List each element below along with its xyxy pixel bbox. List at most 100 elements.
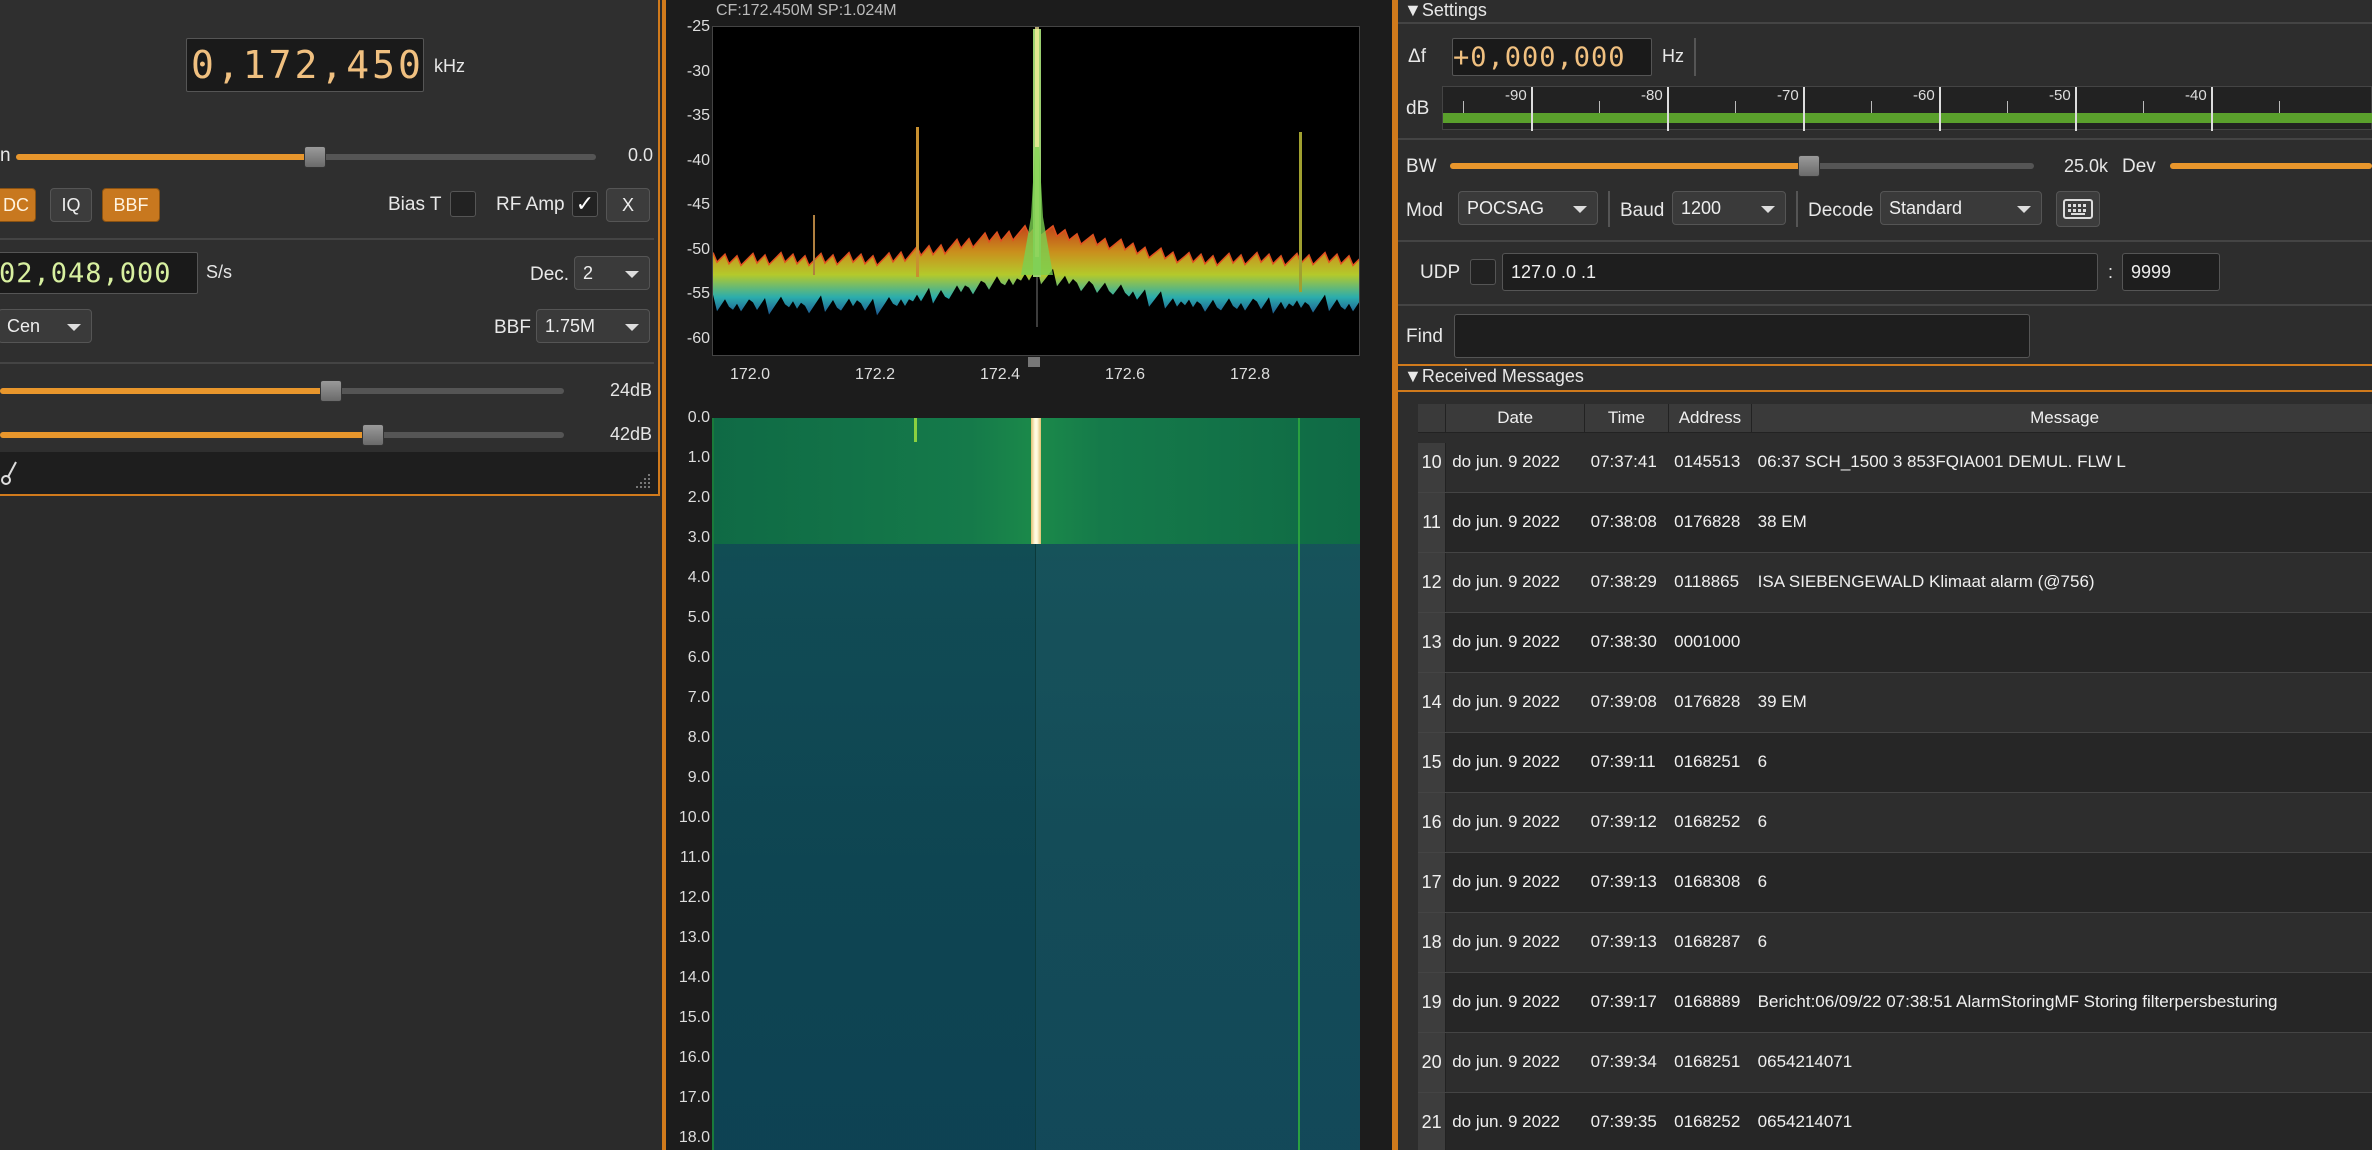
empty-dock-area bbox=[0, 496, 660, 1150]
table-row[interactable]: 19 do jun. 9 2022 07:39:17 0168889 Bericht:0… bbox=[1418, 972, 2372, 1033]
db-major-tick bbox=[1667, 87, 1669, 131]
tuning-mode-select[interactable]: Cen bbox=[0, 309, 92, 343]
table-row[interactable]: 21 do jun. 9 2022 07:39:35 0168252 065421407… bbox=[1418, 1092, 2372, 1150]
offset-frequency-display[interactable]: +0,000,000 bbox=[1452, 38, 1652, 76]
cell-date: do jun. 9 2022 bbox=[1445, 492, 1585, 553]
y-tick-label: -45 bbox=[686, 196, 710, 213]
settings-section-header[interactable]: ▼Settings bbox=[1404, 0, 1487, 20]
frequency-display[interactable]: 0,172,450 bbox=[186, 38, 424, 92]
row-number: 20 bbox=[1418, 1032, 1447, 1093]
cell-address: 0001000 bbox=[1668, 612, 1752, 673]
udp-port-input[interactable]: 9999 bbox=[2122, 253, 2220, 291]
fft-plot[interactable] bbox=[712, 26, 1360, 356]
bbf-button[interactable]: BBF bbox=[102, 188, 160, 222]
waterfall-display[interactable] bbox=[712, 418, 1360, 1150]
bias-t-checkbox[interactable] bbox=[450, 191, 476, 217]
rf-amp-checkbox[interactable]: ✓ bbox=[572, 191, 598, 217]
sample-rate-display[interactable]: 02,048,000 bbox=[0, 252, 198, 294]
gain-slider[interactable] bbox=[16, 146, 596, 168]
waterfall-time-axis: 0.0 1.0 2.0 3.0 4.0 5.0 6.0 7.0 8.0 9.0 10.0 11.0 12… bbox=[664, 408, 712, 1150]
cell-date: do jun. 9 2022 bbox=[1445, 792, 1585, 853]
udp-colon: : bbox=[2108, 262, 2114, 282]
modulation-label: Mod bbox=[1406, 200, 1443, 221]
bandwidth-slider-handle[interactable] bbox=[1798, 155, 1820, 177]
row-number: 21 bbox=[1418, 1092, 1447, 1150]
waterfall-tick-label: 16.0 bbox=[678, 1049, 710, 1066]
cell-address: 0118865 bbox=[1668, 552, 1752, 613]
table-row[interactable]: 17 do jun. 9 2022 07:39:13 0168308 6 bbox=[1418, 852, 2372, 913]
signal-level-meter: -90 -80 -70 -60 -50 -40 bbox=[1442, 86, 2372, 131]
waterfall-tick-label: 7.0 bbox=[687, 689, 710, 706]
tuning-marker[interactable] bbox=[1028, 357, 1040, 367]
cell-message: 6 bbox=[1751, 792, 2372, 853]
deviation-label: Dev bbox=[2122, 156, 2156, 177]
waterfall-tick-label: 2.0 bbox=[687, 489, 710, 506]
section-divider bbox=[1398, 364, 2372, 366]
level-bar bbox=[1443, 113, 2372, 123]
device-settings-panel: 0,172,450 kHz n 0.0 DC IQ BBF Bias T RF … bbox=[0, 0, 660, 496]
pocsag-decoder-panel: ▼Settings Δf +0,000,000 Hz dB -90 -80 -70-… bbox=[1392, 0, 2372, 1150]
offset-unit: Hz bbox=[1662, 46, 1684, 66]
table-row[interactable]: 13 do jun. 9 2022 07:38:30 0001000 bbox=[1418, 612, 2372, 673]
cell-message: 0654214071 bbox=[1751, 1092, 2372, 1150]
decimation-select[interactable]: 2 bbox=[574, 256, 650, 290]
udp-enable-checkbox[interactable] bbox=[1470, 259, 1496, 285]
waterfall-spur-left bbox=[914, 418, 917, 442]
column-header-date[interactable]: Date bbox=[1445, 404, 1586, 433]
modulation-select[interactable]: POCSAG bbox=[1458, 191, 1598, 225]
table-row[interactable]: 15 do jun. 9 2022 07:39:11 0168251 6 bbox=[1418, 732, 2372, 793]
gain-slider-handle[interactable] bbox=[304, 146, 326, 168]
waterfall-tick-label: 18.0 bbox=[678, 1129, 710, 1146]
separator bbox=[1398, 240, 2372, 242]
baud-select[interactable]: 1200 bbox=[1672, 191, 1786, 225]
cell-address: 0176828 bbox=[1668, 492, 1752, 553]
vga-slider-handle[interactable] bbox=[362, 424, 384, 446]
find-label: Find bbox=[1406, 326, 1443, 347]
decode-select[interactable]: Standard bbox=[1880, 191, 2042, 225]
column-header-address[interactable]: Address bbox=[1668, 404, 1753, 433]
resize-grip-icon[interactable] bbox=[632, 470, 652, 490]
cell-time: 07:39:35 bbox=[1584, 1092, 1669, 1150]
separator bbox=[0, 362, 654, 364]
frequency-digits: 0,172,450 bbox=[191, 43, 424, 87]
scissors-icon[interactable] bbox=[0, 460, 18, 486]
table-row[interactable]: 18 do jun. 9 2022 07:39:13 0168287 6 bbox=[1418, 912, 2372, 973]
table-row[interactable]: 12 do jun. 9 2022 07:38:29 0118865 ISA SIEBE… bbox=[1418, 552, 2372, 613]
table-row[interactable]: 20 do jun. 9 2022 07:39:34 0168251 065421407… bbox=[1418, 1032, 2372, 1093]
cell-time: 07:39:34 bbox=[1584, 1032, 1669, 1093]
find-input[interactable] bbox=[1454, 314, 2030, 358]
udp-ip-input[interactable]: 127.0 .0 .1 bbox=[1502, 253, 2098, 291]
received-messages-header[interactable]: ▼Received Messages bbox=[1404, 366, 1584, 386]
bandwidth-slider[interactable] bbox=[1450, 155, 2034, 177]
messages-table-container[interactable]: Date Time Address Message 10 do jun. 9 20… bbox=[1418, 404, 2372, 1150]
bbf-select[interactable]: 1.75M bbox=[536, 309, 650, 343]
row-number: 11 bbox=[1418, 492, 1447, 553]
cell-message: 0654214071 bbox=[1751, 1032, 2372, 1093]
baud-value: 1200 bbox=[1681, 198, 1722, 218]
deviation-slider[interactable] bbox=[2170, 163, 2372, 169]
vga-gain-value: 42dB bbox=[610, 424, 653, 444]
bbf-select-label: BBF bbox=[494, 317, 531, 338]
column-header-message[interactable]: Message bbox=[1751, 404, 2372, 433]
cell-address: 0168252 bbox=[1668, 1092, 1752, 1150]
iq-button[interactable]: IQ bbox=[50, 188, 92, 222]
decode-label: Decode bbox=[1808, 200, 1874, 221]
lna-slider-handle[interactable] bbox=[320, 380, 342, 402]
keyboard-button[interactable] bbox=[2056, 191, 2100, 227]
table-row[interactable]: 16 do jun. 9 2022 07:39:12 0168252 6 bbox=[1418, 792, 2372, 853]
delta-f-label: Δf bbox=[1408, 46, 1426, 67]
sample-rate-unit: S/s bbox=[206, 262, 233, 282]
cell-address: 0176828 bbox=[1668, 672, 1752, 733]
table-row[interactable]: 11 do jun. 9 2022 07:38:08 0176828 38 EM bbox=[1418, 492, 2372, 553]
x-tick-label: 172.6 bbox=[1105, 366, 1146, 383]
column-header-time[interactable]: Time bbox=[1584, 404, 1669, 433]
dc-button[interactable]: DC bbox=[0, 188, 36, 222]
decimation-label: Dec. bbox=[530, 264, 570, 285]
baud-label: Baud bbox=[1620, 200, 1665, 221]
lna-gain-slider[interactable] bbox=[0, 380, 564, 402]
modulation-value: POCSAG bbox=[1467, 198, 1545, 218]
table-row[interactable]: 14 do jun. 9 2022 07:39:08 0176828 39 EM bbox=[1418, 672, 2372, 733]
close-button[interactable]: X bbox=[606, 188, 650, 222]
vga-gain-slider[interactable] bbox=[0, 424, 564, 446]
db-tick-label: -90 bbox=[1505, 87, 1527, 104]
